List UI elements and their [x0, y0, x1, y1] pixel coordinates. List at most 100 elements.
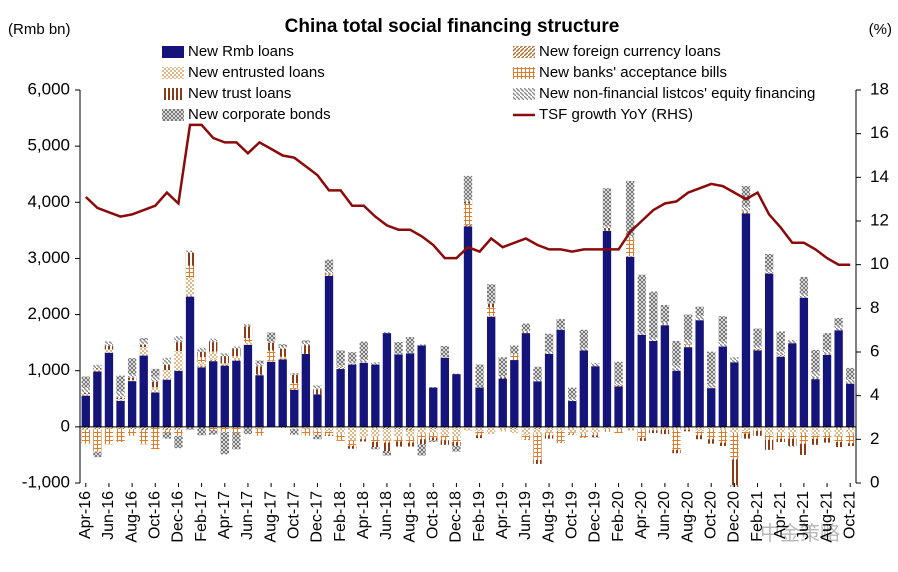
x-tick-label: Dec-17 [309, 491, 326, 543]
bar-segment [788, 438, 797, 446]
bar-segment [336, 365, 345, 367]
bar-segment [127, 379, 137, 382]
bar-segment [707, 429, 716, 440]
bar-segment [243, 342, 253, 345]
bar-segment [243, 426, 253, 435]
bar-segment [209, 359, 218, 362]
bar-segment [394, 426, 403, 430]
bar-segment [718, 340, 727, 347]
bar-segment [197, 367, 206, 427]
bar-segment [602, 228, 612, 231]
bar-segment [417, 444, 426, 456]
bar-segment [417, 439, 426, 445]
bar-segment [846, 367, 855, 380]
y2-tick-label: 4 [870, 385, 879, 404]
bar-segment [348, 440, 357, 446]
bar-segment [568, 427, 577, 433]
x-tick-label: Apr-17 [216, 491, 233, 539]
bar-segment [348, 426, 357, 441]
bar-segment [348, 445, 357, 449]
bar-segment [486, 316, 496, 427]
bar-segment [510, 426, 519, 430]
bar-segment [127, 381, 137, 427]
bar-segment [672, 427, 681, 431]
bar-segment [521, 330, 531, 332]
bar-segment [278, 358, 287, 360]
chart-title: China total social financing structure [285, 16, 620, 37]
bar-segment [185, 265, 195, 278]
bar-segment [209, 351, 218, 360]
bar-segment [695, 426, 704, 429]
bar-segment [394, 429, 403, 437]
bar-segment [764, 273, 774, 274]
bar-segment [452, 428, 461, 439]
bar-segment [730, 433, 739, 460]
bar-segment [174, 426, 183, 430]
y2-tick-label: 14 [870, 167, 889, 186]
bar-segment [220, 431, 229, 455]
bar-segment [533, 434, 542, 460]
bar-segment [452, 426, 461, 429]
x-tick-label: Jun-19 [517, 491, 534, 540]
bar-segment [498, 427, 507, 431]
bar-segment [602, 230, 612, 231]
bar-segment [440, 346, 450, 358]
bar-segment [116, 428, 125, 443]
bar-segment [614, 426, 623, 430]
y-tick-label: 0 [61, 416, 70, 435]
bar-segment [151, 426, 160, 450]
bar-segment [811, 379, 820, 427]
bar-segment [255, 375, 264, 427]
bar-segment [139, 347, 148, 356]
x-tick-label: Apr-21 [772, 491, 789, 539]
bar-segment [440, 357, 450, 427]
bar-segment [394, 441, 403, 447]
bar-segment [209, 338, 218, 343]
bar-segment [301, 426, 311, 429]
legend-label: New corporate bonds [188, 106, 331, 123]
bar-segment [185, 296, 195, 427]
bar-segment [255, 428, 264, 436]
bar-segment [776, 433, 785, 439]
bar-segment [243, 326, 253, 339]
bar-segment [394, 436, 403, 442]
legend-swatch [162, 88, 184, 100]
legend-swatch [513, 46, 535, 58]
bar-segment [521, 331, 531, 334]
bar-segment [510, 353, 519, 355]
bar-segment [336, 366, 345, 370]
bar-segment [811, 372, 820, 379]
bar-segment [243, 344, 253, 345]
bar-segment [695, 315, 704, 321]
bar-segment [93, 371, 102, 427]
bar-segment [197, 347, 206, 352]
bar-segment [846, 426, 855, 428]
bar-segment [348, 361, 357, 364]
bar-segment [336, 426, 345, 435]
bar-segment [162, 370, 172, 380]
bar-segment [185, 426, 195, 430]
legend-swatch [513, 67, 535, 79]
bar-segment [151, 392, 160, 427]
bar-segment [614, 386, 623, 427]
bar-segment [521, 426, 531, 436]
bar-segment [498, 430, 507, 432]
bar-segment [556, 442, 565, 443]
x-tick-label: Aug-19 [540, 491, 557, 543]
bar-segment [660, 429, 670, 435]
bar-segment [764, 426, 774, 435]
bar-segment [498, 378, 507, 427]
bar-segment [290, 383, 299, 389]
bar-segment [255, 363, 264, 367]
bar-segment [486, 303, 496, 308]
y2-tick-label: 0 [870, 472, 879, 491]
bar-segment [116, 400, 125, 427]
bar-segment [486, 316, 496, 317]
bar-segment [730, 362, 739, 427]
bar-segment [568, 434, 577, 435]
bar-segment [822, 438, 832, 443]
legend-label: New trust loans [188, 85, 291, 102]
bar-segment [498, 376, 507, 378]
y2-tick-label: 16 [870, 123, 889, 142]
bar-segment [266, 340, 276, 343]
